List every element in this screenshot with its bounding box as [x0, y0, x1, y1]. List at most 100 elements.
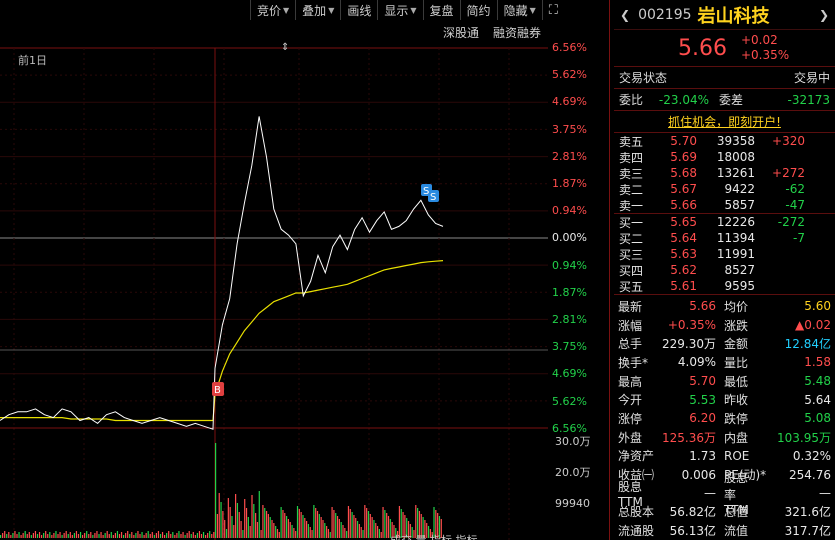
bids-row[interactable]: 买四 5.62 8527	[614, 262, 835, 278]
stat-value: —	[704, 486, 716, 501]
volume-bar	[242, 530, 244, 538]
intraday-chart[interactable]: B SS ⇕ 成交 量 指标 指标	[0, 0, 610, 540]
stat-label-2: 总值	[724, 505, 749, 520]
volume-bar	[155, 533, 157, 538]
volume-bar	[426, 523, 428, 538]
asks-row[interactable]: 卖一 5.66 5857 -47	[614, 197, 835, 213]
volume-bar	[196, 533, 198, 538]
open-account-link[interactable]: 抓住机会，即刻开户!	[614, 110, 835, 132]
volume-bar	[79, 532, 82, 538]
volume-bar	[222, 511, 224, 538]
stat-label-2: 涨跌	[724, 318, 749, 333]
toolbar-draw-button[interactable]: 画线	[340, 0, 377, 20]
toolbar-replay-button[interactable]: 复盘	[422, 0, 460, 20]
price-axis-tick: 4.69%	[552, 95, 587, 109]
stat-value: 56.82亿	[669, 505, 716, 520]
asks-price: 5.70	[670, 134, 697, 148]
sgt-link[interactable]: 深股通	[443, 26, 480, 40]
asks-price: 5.66	[670, 198, 697, 212]
toolbar-label: 隐藏	[503, 3, 528, 18]
price-change-pct: +0.35%	[740, 48, 790, 62]
toolbar-display-button[interactable]: 显示 ▼	[377, 0, 422, 20]
asks-change: -62	[785, 182, 805, 196]
next-stock-icon[interactable]: ❯	[818, 7, 829, 22]
bids-row[interactable]: 买一 5.65 12226 -272	[614, 214, 835, 230]
volume-bar	[200, 534, 203, 538]
volume-bar	[260, 530, 262, 538]
toolbar-hide-button[interactable]: 隐藏 ▼	[496, 0, 542, 20]
prev-stock-icon[interactable]: ❮	[620, 7, 631, 22]
order-ratio-label: 委比	[619, 93, 644, 107]
volume-bar	[296, 506, 299, 538]
stat-row: 外盘 125.36万 内盘 103.95万	[614, 428, 835, 447]
volume-bar	[324, 523, 326, 538]
toolbar-simple-button[interactable]: 简约	[459, 0, 497, 20]
stat-label: 流通股	[618, 524, 655, 539]
volume-bar	[157, 531, 160, 538]
bids-level-label: 买五	[619, 279, 644, 294]
volume-bar	[364, 505, 366, 538]
volume-bar	[2, 533, 4, 538]
bids-row[interactable]: 买三 5.63 11991	[614, 246, 835, 262]
price-line	[0, 116, 444, 430]
volume-bar	[84, 533, 86, 538]
volume-bar	[360, 527, 362, 538]
chart-toolbar: 竞价 ▼ 叠加 ▼ 画线 显示 ▼ 复盘 简约 隐藏 ▼ ⛶	[250, 0, 564, 20]
toolbar-overlay-button[interactable]: 叠加 ▼	[295, 0, 340, 20]
volume-bar	[269, 517, 271, 538]
bids-volume: 11394	[716, 231, 755, 245]
bids-level-label: 买一	[619, 215, 644, 230]
trade-status-row: 交易状态 交易中	[614, 66, 835, 88]
volume-bar	[275, 526, 277, 538]
volume-bar	[351, 512, 353, 538]
stat-label-2: ROE	[724, 448, 750, 463]
order-ratio-value: -23.04%	[658, 92, 709, 107]
volume-bar	[427, 526, 430, 538]
volume-bar	[298, 509, 300, 538]
volume-bar	[218, 493, 220, 538]
asks-level-label: 卖一	[619, 198, 644, 213]
volume-bar	[131, 532, 133, 538]
stat-label-2: 量比	[724, 355, 749, 370]
volume-bar	[287, 519, 289, 538]
bids-row[interactable]: 买二 5.64 11394 -7	[614, 230, 835, 246]
intraday-chart-area[interactable]: B SS ⇕ 成交 量 指标 指标 竞价▼ 叠加▼ 画线 显示▼ 复盘 简约 隐藏▼ …	[0, 0, 610, 540]
volume-bar	[291, 525, 293, 538]
bids-row[interactable]: 买五 5.61 9595	[614, 278, 835, 294]
volume-bar	[417, 508, 419, 538]
asks-row[interactable]: 卖三 5.68 13261 +272	[614, 165, 835, 181]
volume-bar	[224, 520, 226, 538]
stat-row: 涨幅 +0.35% 涨跌 ▲0.02	[614, 316, 835, 335]
volume-bar	[402, 512, 404, 538]
stat-value-2: 317.7亿	[784, 524, 831, 539]
asks-volume: 39358	[716, 134, 755, 148]
asks-price: 5.67	[670, 182, 697, 196]
volume-bar	[233, 525, 235, 538]
volume-bar	[63, 533, 65, 538]
volume-bar	[59, 532, 61, 538]
volume-bar	[293, 528, 295, 538]
volume-bar	[216, 514, 219, 538]
stat-label: 总手	[618, 337, 643, 352]
volume-bar	[320, 517, 322, 538]
volume-bar	[38, 532, 41, 538]
margin-trading-link[interactable]: 融资融券	[493, 26, 542, 40]
fullscreen-icon[interactable]: ⛶	[541, 0, 564, 20]
stat-label-2: 股息率TTM	[724, 471, 749, 518]
stat-row: 净资产 1.73 ROE 0.32%	[614, 447, 835, 466]
volume-bar	[438, 516, 441, 538]
volume-bar	[125, 533, 127, 538]
toolbar-bidding-button[interactable]: 竞价 ▼	[250, 0, 295, 20]
volume-bar	[127, 531, 129, 538]
asks-row[interactable]: 卖五 5.70 39358 +320	[614, 133, 835, 149]
asks-row[interactable]: 卖二 5.67 9422 -62	[614, 181, 835, 197]
price-axis-tick: 3.75%	[552, 122, 587, 136]
volume-bar	[342, 525, 344, 538]
asks-row[interactable]: 卖四 5.69 18008	[614, 149, 835, 165]
volume-bar	[251, 495, 253, 538]
volume-bar	[404, 515, 406, 538]
volume-bar	[211, 534, 213, 538]
price-block: 5.66 +0.02 +0.35%	[614, 30, 835, 66]
volume-bar	[247, 517, 249, 538]
volume-bar	[151, 532, 153, 538]
